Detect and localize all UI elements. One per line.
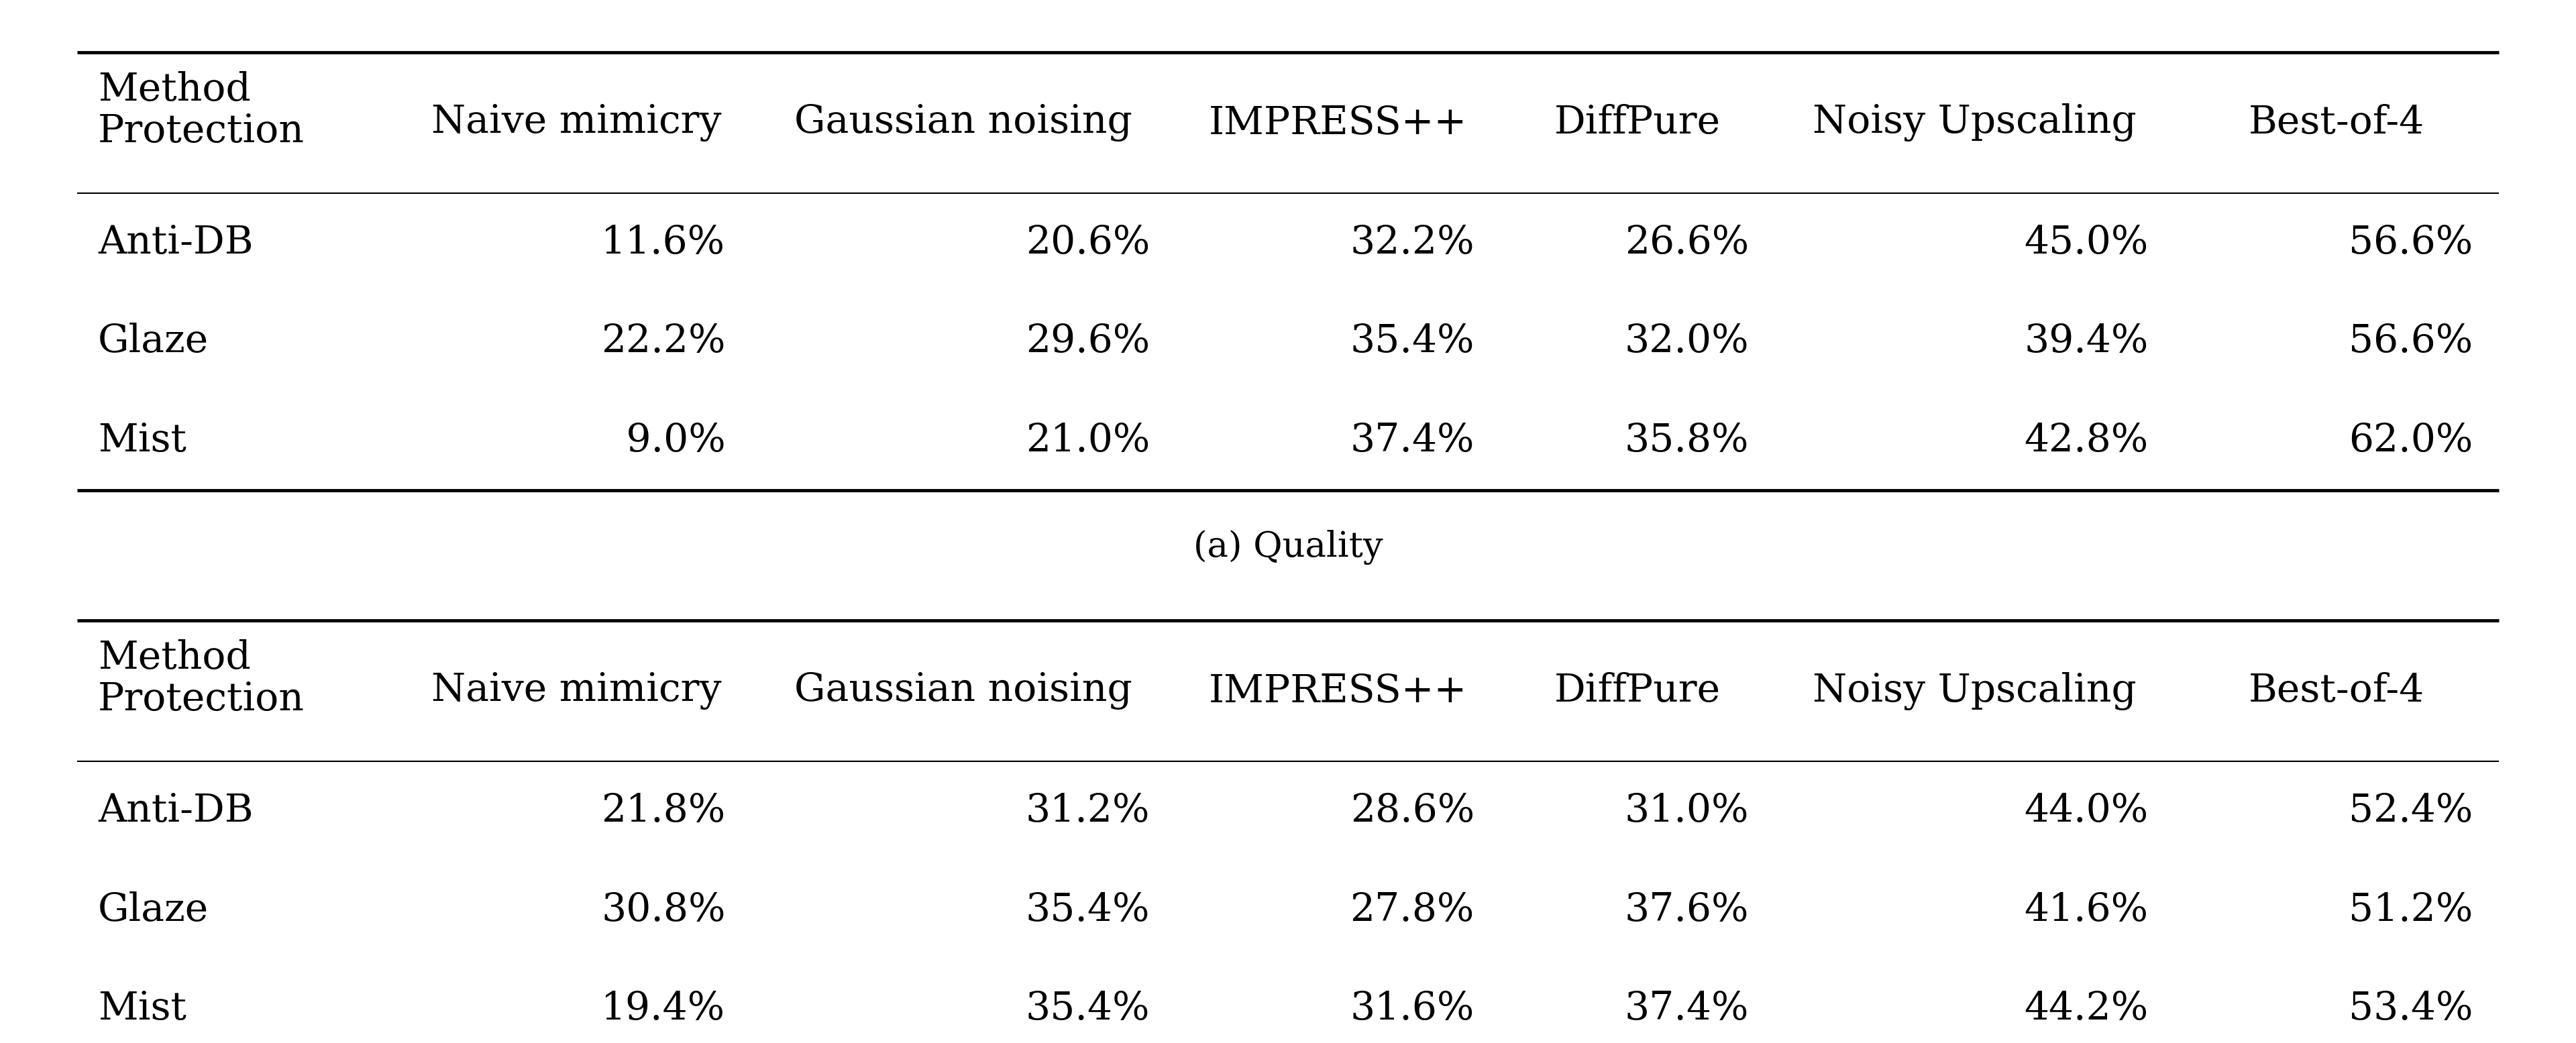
Text: 30.8%: 30.8%: [600, 891, 726, 929]
Text: Naive mimicry: Naive mimicry: [430, 103, 721, 142]
Text: 62.0%: 62.0%: [2349, 421, 2473, 460]
Text: Anti-DB: Anti-DB: [98, 792, 252, 830]
Text: 21.8%: 21.8%: [600, 792, 726, 830]
Text: 44.2%: 44.2%: [2025, 990, 2148, 1028]
Text: 35.8%: 35.8%: [1625, 421, 1749, 460]
Text: 31.0%: 31.0%: [1625, 792, 1749, 830]
Text: 53.4%: 53.4%: [2349, 990, 2473, 1028]
Text: 37.6%: 37.6%: [1625, 891, 1749, 929]
Text: Glaze: Glaze: [98, 322, 209, 361]
Text: 31.6%: 31.6%: [1350, 990, 1473, 1028]
Text: 44.0%: 44.0%: [2025, 792, 2148, 830]
Text: 32.2%: 32.2%: [1350, 223, 1473, 262]
Text: Anti-DB: Anti-DB: [98, 223, 252, 262]
Text: 19.4%: 19.4%: [600, 990, 726, 1028]
Text: 42.8%: 42.8%: [2025, 421, 2148, 460]
Text: DiffPure: DiffPure: [1553, 672, 1721, 710]
Text: Method: Method: [98, 71, 250, 108]
Text: Glaze: Glaze: [98, 891, 209, 929]
Text: Mist: Mist: [98, 990, 185, 1028]
Text: 28.6%: 28.6%: [1350, 792, 1473, 830]
Text: 29.6%: 29.6%: [1025, 322, 1149, 361]
Text: 21.0%: 21.0%: [1025, 421, 1149, 460]
Text: Gaussian noising: Gaussian noising: [793, 103, 1133, 142]
Text: Naive mimicry: Naive mimicry: [430, 672, 721, 710]
Text: 51.2%: 51.2%: [2349, 891, 2473, 929]
Text: 52.4%: 52.4%: [2349, 792, 2473, 830]
Text: DiffPure: DiffPure: [1553, 103, 1721, 142]
Text: IMPRESS++: IMPRESS++: [1208, 103, 1468, 142]
Text: 22.2%: 22.2%: [600, 322, 726, 361]
Text: 35.4%: 35.4%: [1025, 990, 1149, 1028]
Text: 45.0%: 45.0%: [2025, 223, 2148, 262]
Text: 35.4%: 35.4%: [1350, 322, 1473, 361]
Text: Mist: Mist: [98, 421, 185, 460]
Text: 56.6%: 56.6%: [2349, 322, 2473, 361]
Text: 27.8%: 27.8%: [1350, 891, 1473, 929]
Text: Noisy Upscaling: Noisy Upscaling: [1814, 103, 2136, 142]
Text: Noisy Upscaling: Noisy Upscaling: [1814, 672, 2136, 710]
Text: 9.0%: 9.0%: [613, 421, 726, 460]
Text: Best-of-4: Best-of-4: [2249, 672, 2424, 710]
Text: 56.6%: 56.6%: [2349, 223, 2473, 262]
Text: 37.4%: 37.4%: [1350, 421, 1473, 460]
Text: 20.6%: 20.6%: [1025, 223, 1149, 262]
Text: Best-of-4: Best-of-4: [2249, 103, 2424, 142]
Text: 37.4%: 37.4%: [1625, 990, 1749, 1028]
Text: 35.4%: 35.4%: [1025, 891, 1149, 929]
Text: 41.6%: 41.6%: [2025, 891, 2148, 929]
Text: 39.4%: 39.4%: [2025, 322, 2148, 361]
Text: IMPRESS++: IMPRESS++: [1208, 672, 1468, 710]
Text: 32.0%: 32.0%: [1625, 322, 1749, 361]
Text: Method: Method: [98, 639, 250, 677]
Text: 11.6%: 11.6%: [600, 223, 726, 262]
Text: 31.2%: 31.2%: [1025, 792, 1149, 830]
Text: 26.6%: 26.6%: [1625, 223, 1749, 262]
Text: (a) Quality: (a) Quality: [1193, 530, 1383, 565]
Text: Gaussian noising: Gaussian noising: [793, 672, 1133, 710]
Text: Protection: Protection: [98, 681, 304, 719]
Text: Protection: Protection: [98, 113, 304, 150]
